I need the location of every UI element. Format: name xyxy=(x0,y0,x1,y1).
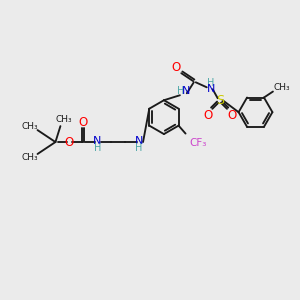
Text: N: N xyxy=(182,86,190,96)
Text: O: O xyxy=(171,61,181,74)
Text: O: O xyxy=(203,109,212,122)
Text: O: O xyxy=(79,116,88,129)
Text: H: H xyxy=(207,78,214,88)
Text: H: H xyxy=(177,86,184,96)
Text: CH₃: CH₃ xyxy=(21,154,38,163)
Text: N: N xyxy=(206,84,215,94)
Text: O: O xyxy=(227,109,236,122)
Text: N: N xyxy=(135,136,143,146)
Text: O: O xyxy=(65,136,74,148)
Text: S: S xyxy=(216,94,224,107)
Text: CF₃: CF₃ xyxy=(190,137,207,148)
Text: H: H xyxy=(94,143,101,153)
Text: H: H xyxy=(135,143,143,153)
Text: CH₃: CH₃ xyxy=(21,122,38,130)
Text: N: N xyxy=(93,136,101,146)
Text: CH₃: CH₃ xyxy=(55,115,72,124)
Text: CH₃: CH₃ xyxy=(274,83,290,92)
